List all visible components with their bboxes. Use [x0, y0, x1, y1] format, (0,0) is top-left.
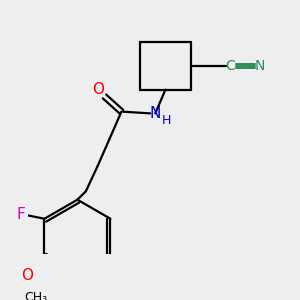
Text: N: N — [150, 106, 161, 121]
Text: H: H — [162, 114, 171, 127]
Text: F: F — [16, 207, 25, 222]
Text: CH₃: CH₃ — [24, 291, 47, 300]
Text: N: N — [255, 59, 266, 73]
Text: O: O — [92, 82, 104, 97]
Text: O: O — [22, 268, 34, 283]
Text: C: C — [225, 59, 235, 73]
